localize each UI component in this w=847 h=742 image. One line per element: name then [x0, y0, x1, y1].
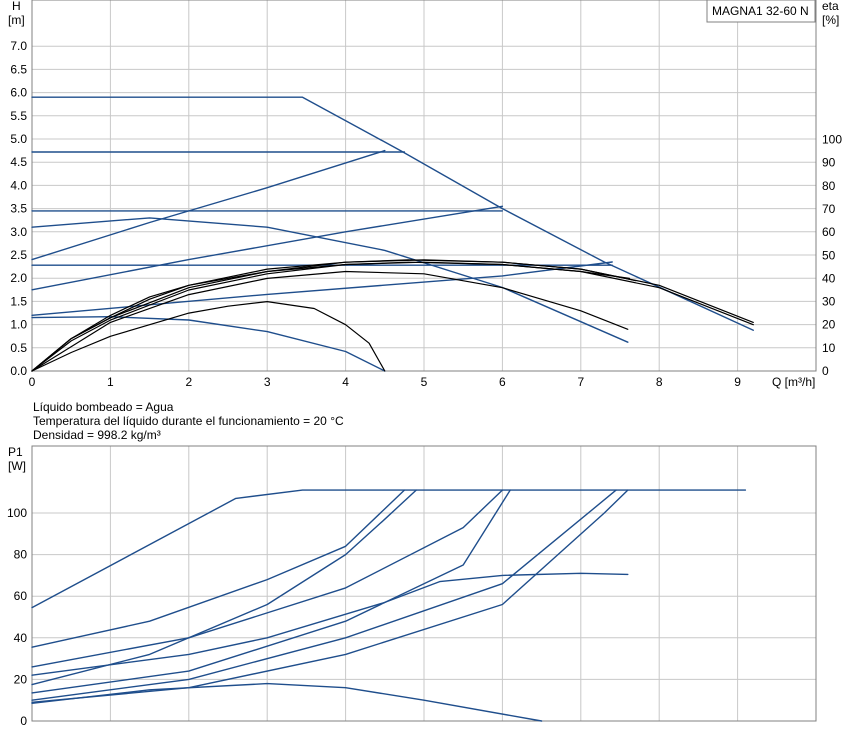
y-tick-label: 4.5 — [10, 155, 27, 169]
y2-axis-unit: [%] — [822, 13, 839, 27]
y-axis-unit: [W] — [8, 459, 26, 473]
x-tick-label: 5 — [421, 375, 428, 389]
y-axis-label: P1 — [8, 445, 23, 459]
power-curve — [31, 489, 406, 648]
x-tick-label: 3 — [264, 375, 271, 389]
x-tick-label: 9 — [734, 375, 741, 389]
x-tick-label: 8 — [656, 375, 663, 389]
y2-axis-label: eta — [822, 0, 839, 13]
y-tick-label: 5.0 — [10, 132, 27, 146]
y-tick-label: 2.0 — [10, 271, 27, 285]
y-axis-unit: [m] — [8, 13, 25, 27]
efficiency-curve — [31, 301, 386, 372]
title-box — [706, 0, 816, 23]
head-curve — [31, 217, 629, 343]
info-block: Líquido bombeado = Agua Temperatura del … — [33, 400, 344, 442]
x-tick-label: 7 — [577, 375, 584, 389]
y-tick-label: 0 — [20, 714, 27, 728]
head-curve — [31, 149, 386, 261]
y-tick-label: 1.0 — [10, 318, 27, 332]
x-tick-label: 4 — [342, 375, 349, 389]
y-tick-label: 60 — [14, 589, 28, 603]
power-curve — [31, 489, 417, 686]
y-tick-label: 3.0 — [10, 225, 27, 239]
y-tick-label: 0.0 — [10, 364, 27, 378]
y-tick-label: 80 — [14, 548, 28, 562]
y2-tick-label: 40 — [822, 271, 836, 285]
y2-tick-label: 10 — [822, 341, 836, 355]
y2-tick-label: 90 — [822, 156, 836, 170]
power-curve — [31, 489, 511, 694]
y2-tick-label: 100 — [822, 133, 842, 147]
efficiency-curve — [31, 270, 629, 372]
head-curve — [31, 205, 504, 291]
power-flow-chart: 0 20 40 60 80 100 P1[W] — [7, 445, 817, 728]
y-tick-label: 0.5 — [10, 341, 27, 355]
info-density: Densidad = 998.2 kg/m³ — [33, 428, 161, 442]
y-tick-label: 100 — [7, 506, 27, 520]
x-tick-label: 2 — [185, 375, 192, 389]
power-curve — [31, 572, 629, 676]
y-tick-label: 5.5 — [10, 109, 27, 123]
y2-tick-label: 50 — [822, 248, 836, 262]
power-curve — [31, 682, 543, 722]
head-curve — [31, 316, 386, 372]
y2-tick-label: 80 — [822, 179, 836, 193]
y-tick-label: 7.0 — [10, 39, 27, 53]
y-tick-label: 40 — [14, 631, 28, 645]
plot-frame — [31, 445, 817, 722]
info-temperature: Temperatura del líquido durante el funci… — [33, 414, 344, 428]
y2-tick-label: 60 — [822, 225, 836, 239]
y2-tick-label: 20 — [822, 318, 836, 332]
head-curve — [31, 96, 754, 331]
power-curve — [31, 489, 504, 668]
y-tick-label: 6.5 — [10, 62, 27, 76]
y-tick-label: 3.5 — [10, 202, 27, 216]
x-axis-label: Q [m³/h] — [772, 375, 815, 389]
chart-title: MAGNA1 32-60 N — [712, 4, 809, 18]
y-tick-label: 1.5 — [10, 294, 27, 308]
y2-tick-label: 70 — [822, 202, 836, 216]
y2-tick-label: 0 — [822, 364, 829, 378]
y-axis-label: H — [12, 0, 21, 13]
y2-tick-label: 30 — [822, 295, 836, 309]
x-tick-label: 0 — [29, 375, 36, 389]
y-tick-label: 20 — [14, 672, 28, 686]
x-tick-label: 1 — [107, 375, 114, 389]
efficiency-curve — [31, 261, 630, 372]
power-curve — [31, 489, 617, 701]
y-tick-label: 4.0 — [10, 178, 27, 192]
power-curve — [31, 489, 747, 609]
y-tick-label: 6.0 — [10, 86, 27, 100]
y-tick-label: 2.5 — [10, 248, 27, 262]
plot-frame — [31, 0, 817, 372]
info-liquid: Líquido bombeado = Agua — [33, 400, 174, 414]
power-curve — [31, 489, 629, 703]
efficiency-curve — [31, 259, 637, 372]
x-tick-label: 6 — [499, 375, 506, 389]
head-flow-chart: 0.0 0.5 1.0 1.5 2.0 2.5 3.0 3.5 4.0 4.5 5.0 5.5 6.0 6… — [8, 0, 842, 389]
